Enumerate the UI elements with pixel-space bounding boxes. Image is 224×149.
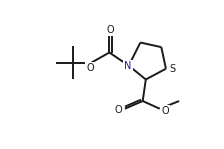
Text: O: O [161,106,169,116]
Text: O: O [106,25,114,35]
Text: O: O [115,105,123,115]
Text: N: N [124,61,132,71]
Text: O: O [86,63,94,73]
Text: S: S [169,64,175,74]
